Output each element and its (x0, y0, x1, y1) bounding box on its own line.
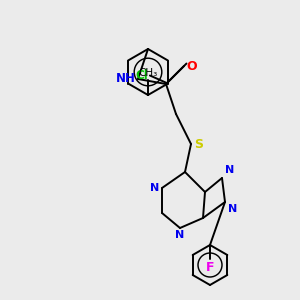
Text: S: S (194, 137, 203, 151)
Text: N: N (176, 230, 184, 240)
Text: N: N (228, 204, 237, 214)
Text: NH: NH (116, 73, 136, 85)
Text: Cl: Cl (135, 69, 148, 82)
Text: CH₃: CH₃ (138, 68, 158, 78)
Text: N: N (150, 183, 159, 193)
Text: N: N (225, 165, 234, 175)
Text: F: F (206, 261, 214, 274)
Text: O: O (186, 59, 196, 73)
